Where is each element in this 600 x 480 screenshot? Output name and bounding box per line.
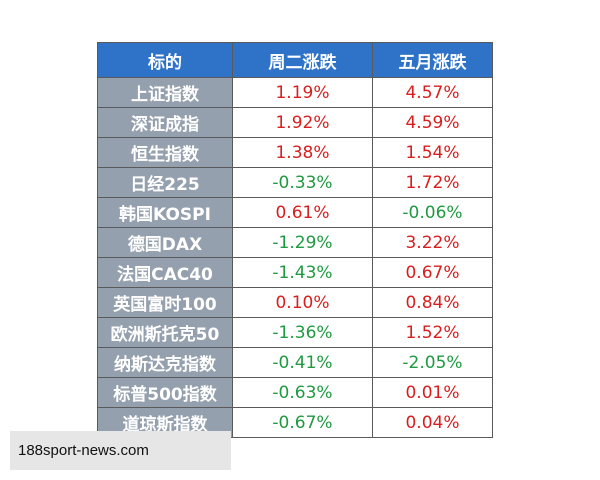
- tuesday-change-value: -1.43%: [232, 257, 373, 288]
- may-change-value: 0.67%: [372, 257, 493, 288]
- instrument-name: 韩国KOSPI: [97, 197, 233, 228]
- may-change-value: 0.84%: [372, 287, 493, 318]
- index-change-table: 标的 周二涨跌 五月涨跌 上证指数 1.19% 4.57% 深证成指 1.92% 4.59…: [97, 42, 493, 438]
- tuesday-change-value: 1.19%: [232, 77, 373, 108]
- tuesday-change-value: -0.41%: [232, 347, 373, 378]
- instrument-name: 日经225: [97, 167, 233, 198]
- table-row: 标普500指数 -0.63% 0.01%: [97, 377, 493, 408]
- tuesday-change-value: 0.10%: [232, 287, 373, 318]
- may-change-value: -2.05%: [372, 347, 493, 378]
- may-change-value: 3.22%: [372, 227, 493, 258]
- may-change-value: 4.59%: [372, 107, 493, 138]
- tuesday-change-value: 1.92%: [232, 107, 373, 138]
- tuesday-change-value: -0.33%: [232, 167, 373, 198]
- table-row: 深证成指 1.92% 4.59%: [97, 107, 493, 138]
- instrument-name: 深证成指: [97, 107, 233, 138]
- footer-site-text: 188sport-news.com: [18, 442, 149, 459]
- instrument-name: 欧洲斯托克50: [97, 317, 233, 348]
- tuesday-change-value: 0.61%: [232, 197, 373, 228]
- instrument-name: 德国DAX: [97, 227, 233, 258]
- table-row: 上证指数 1.19% 4.57%: [97, 77, 493, 108]
- may-change-value: 0.04%: [372, 407, 493, 438]
- table-row: 德国DAX -1.29% 3.22%: [97, 227, 493, 258]
- instrument-name: 标普500指数: [97, 377, 233, 408]
- may-change-value: 1.54%: [372, 137, 493, 168]
- table-row: 恒生指数 1.38% 1.54%: [97, 137, 493, 168]
- instrument-name: 英国富时100: [97, 287, 233, 318]
- header-may-change: 五月涨跌: [372, 42, 493, 78]
- table-row: 欧洲斯托克50 -1.36% 1.52%: [97, 317, 493, 348]
- may-change-value: 0.01%: [372, 377, 493, 408]
- header-instrument: 标的: [97, 42, 233, 78]
- instrument-name: 纳斯达克指数: [97, 347, 233, 378]
- table-row: 韩国KOSPI 0.61% -0.06%: [97, 197, 493, 228]
- footer-banner: 188sport-news.com: [10, 431, 231, 470]
- may-change-value: 1.52%: [372, 317, 493, 348]
- table-row: 英国富时100 0.10% 0.84%: [97, 287, 493, 318]
- table-row: 日经225 -0.33% 1.72%: [97, 167, 493, 198]
- instrument-name: 上证指数: [97, 77, 233, 108]
- header-row: 标的 周二涨跌 五月涨跌: [97, 42, 493, 78]
- table-row: 纳斯达克指数 -0.41% -2.05%: [97, 347, 493, 378]
- tuesday-change-value: 1.38%: [232, 137, 373, 168]
- may-change-value: 4.57%: [372, 77, 493, 108]
- tuesday-change-value: -1.29%: [232, 227, 373, 258]
- may-change-value: 1.72%: [372, 167, 493, 198]
- instrument-name: 法国CAC40: [97, 257, 233, 288]
- table-body: 上证指数 1.19% 4.57% 深证成指 1.92% 4.59% 恒生指数 1.38% 1.5…: [97, 77, 493, 438]
- header-tuesday-change: 周二涨跌: [232, 42, 373, 78]
- instrument-name: 恒生指数: [97, 137, 233, 168]
- tuesday-change-value: -1.36%: [232, 317, 373, 348]
- tuesday-change-value: -0.63%: [232, 377, 373, 408]
- may-change-value: -0.06%: [372, 197, 493, 228]
- table-row: 法国CAC40 -1.43% 0.67%: [97, 257, 493, 288]
- tuesday-change-value: -0.67%: [232, 407, 373, 438]
